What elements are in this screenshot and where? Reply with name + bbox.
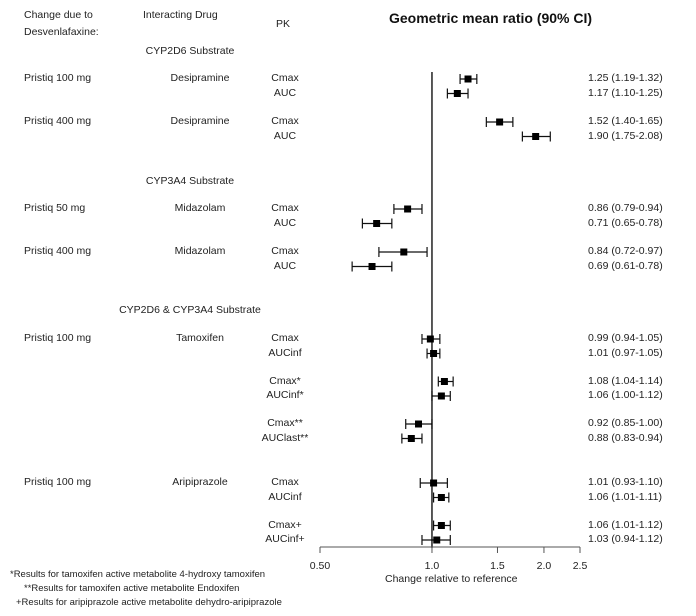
pk-label: Cmax	[271, 115, 299, 127]
pk-label: Cmax	[271, 72, 299, 84]
header-interacting-drug: Interacting Drug	[143, 9, 218, 21]
interacting-drug-label: Desipramine	[170, 72, 230, 84]
x-axis-title: Change relative to reference	[385, 573, 518, 585]
gmr-ci-label: 0.86 (0.79-0.94)	[588, 202, 663, 214]
dose-label: Pristiq 50 mg	[24, 202, 86, 214]
dose-label: Pristiq 400 mg	[24, 245, 92, 257]
gmr-ci-label: 0.71 (0.65-0.78)	[588, 216, 663, 229]
gmr-ci-label: 1.17 (1.10-1.25)	[588, 86, 663, 99]
gmr-point	[532, 133, 540, 140]
interacting-drug-label: Midazolam	[174, 245, 226, 257]
pk-label: AUCinf	[268, 346, 302, 359]
gmr-point	[433, 536, 441, 544]
pk-label: AUClast**	[261, 431, 309, 444]
dose-label: Pristiq 100 mg	[24, 332, 92, 344]
gmr-point	[437, 522, 445, 529]
section-label: CYP3A4 Substrate	[145, 175, 235, 187]
pk-label: Cmax	[271, 332, 299, 344]
dose-label: Pristiq 400 mg	[24, 115, 92, 127]
pk-label: AUC	[273, 216, 297, 229]
gmr-ci-label: 0.99 (0.94-1.05)	[588, 332, 663, 344]
x-tick-label: 1.0	[424, 560, 440, 572]
gmr-ci-label: 1.06 (1.01-1.12)	[588, 518, 663, 531]
footnote-endoxifen: **Results for tamoxifen active metabolit…	[24, 583, 240, 594]
gmr-ci-label: 1.06 (1.01-1.11)	[588, 490, 662, 503]
gmr-ci-label: 1.03 (0.94-1.12)	[588, 533, 663, 545]
header-change-line2: Desvenlafaxine:	[24, 26, 99, 38]
gmr-point	[453, 90, 461, 97]
interacting-drug-label: Midazolam	[174, 202, 226, 214]
gmr-point	[430, 479, 438, 487]
gmr-point	[373, 220, 381, 227]
pk-label: Cmax*	[269, 374, 301, 387]
pk-label: AUCinf	[268, 490, 302, 503]
pk-label: AUC	[273, 86, 297, 99]
pk-label: AUC	[273, 129, 297, 142]
section-label: CYP2D6 Substrate	[145, 45, 235, 57]
gmr-point	[496, 118, 504, 126]
pk-label: Cmax+	[268, 518, 302, 531]
gmr-point	[407, 435, 415, 442]
pk-label: AUCinf+	[265, 533, 305, 545]
gmr-ci-label: 1.01 (0.97-1.05)	[588, 346, 663, 359]
gmr-ci-label: 0.84 (0.72-0.97)	[588, 245, 663, 257]
gmr-ci-label: 1.08 (1.04-1.14)	[588, 374, 663, 387]
pk-label: Cmax	[271, 476, 299, 488]
header-change-due-to: Change due to Desvenlafaxine:	[24, 7, 99, 41]
interacting-drug-label: Aripiprazole	[172, 476, 228, 488]
dose-label: Pristiq 100 mg	[24, 72, 92, 84]
gmr-point	[440, 378, 448, 385]
pk-label: Cmax	[271, 245, 299, 257]
x-tick-label: 0.50	[309, 560, 331, 572]
interacting-drug-label: Tamoxifen	[176, 332, 224, 344]
pk-label: Cmax**	[267, 417, 303, 429]
gmr-ci-label: 1.25 (1.19-1.32)	[588, 72, 663, 84]
gmr-point	[437, 494, 445, 501]
gmr-ci-label: 0.88 (0.83-0.94)	[588, 431, 663, 444]
x-tick-label: 2.0	[536, 560, 552, 572]
x-tick-label: 1.5	[490, 560, 505, 572]
header-pk: PK	[276, 18, 291, 30]
gmr-ci-label: 1.06 (1.00-1.12)	[588, 389, 663, 401]
interacting-drug-label: Desipramine	[170, 115, 230, 127]
header-change-line1: Change due to	[24, 9, 93, 21]
gmr-point	[400, 248, 408, 256]
section-label: CYP2D6 & CYP3A4 Substrate	[119, 304, 261, 316]
pk-label: AUCinf*	[266, 389, 304, 401]
x-tick-label: 2.5	[572, 560, 588, 572]
gmr-point	[415, 420, 423, 428]
pk-label: AUC	[273, 259, 297, 272]
gmr-point	[404, 205, 412, 213]
gmr-point	[437, 392, 445, 400]
gmr-point	[464, 75, 472, 83]
gmr-ci-label: 0.69 (0.61-0.78)	[588, 259, 663, 272]
dose-label: Pristiq 100 mg	[24, 476, 92, 488]
gmr-ci-label: 1.90 (1.75-2.08)	[588, 129, 663, 142]
gmr-point	[426, 335, 434, 343]
gmr-ci-label: 1.52 (1.40-1.65)	[588, 115, 663, 127]
pk-label: Cmax	[271, 202, 299, 214]
chart-title: Geometric mean ratio (90% CI)	[389, 10, 593, 26]
gmr-point	[430, 350, 438, 357]
gmr-ci-label: 1.01 (0.93-1.10)	[588, 476, 663, 488]
footnote-dehydro-aripiprazole: +Results for aripiprazole active metabol…	[16, 597, 282, 608]
gmr-point	[368, 263, 376, 270]
gmr-ci-label: 0.92 (0.85-1.00)	[588, 417, 663, 429]
footnote-4-hydroxy-tamoxifen: *Results for tamoxifen active metabolite…	[10, 569, 266, 580]
